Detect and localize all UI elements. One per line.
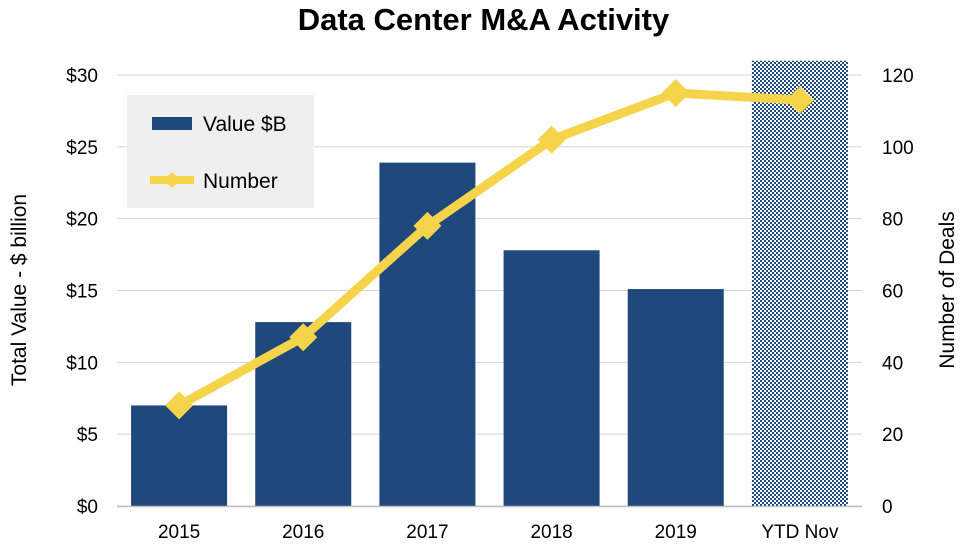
bar (751, 60, 848, 507)
y-tick-label: $10 (66, 353, 98, 374)
line-point (413, 211, 442, 240)
x-tick-label: YTD Nov (761, 522, 839, 543)
line-series (165, 78, 814, 420)
y-tick-label: $15 (66, 282, 98, 303)
y-tick-label: $30 (66, 66, 98, 87)
number-line (176, 88, 801, 410)
line-point (289, 323, 318, 352)
axes: $0 $5 $10 $15 $20 $25 $30 0 20 40 60 80 100 120 2015 20… (8, 66, 959, 543)
y2-tick-label: 20 (882, 425, 903, 446)
x-tick-label: 2016 (282, 522, 324, 543)
x-tick-label: 2019 (655, 522, 697, 543)
bar (503, 250, 600, 506)
legend-swatch-bar (152, 117, 192, 130)
y2-tick-label: 120 (882, 66, 914, 87)
y-tick-label: $5 (77, 425, 98, 446)
y-tick-label: $0 (77, 497, 98, 518)
y2-tick-label: 0 (882, 497, 893, 518)
y2-tick-label: 100 (882, 138, 914, 159)
x-tick-label: 2018 (530, 522, 572, 543)
legend: Value $B Number (127, 95, 314, 208)
legend-swatch-marker (164, 172, 180, 188)
bar (131, 405, 228, 506)
y-axis-title: Total Value - $ billion (8, 194, 31, 386)
bar-series (131, 60, 848, 507)
x-tick-label: 2017 (406, 522, 448, 543)
line-point (661, 78, 690, 107)
legend-box (127, 95, 314, 208)
y2-axis-title: Number of Deals (936, 211, 959, 369)
bar (627, 289, 724, 506)
line-point (165, 391, 194, 420)
y-tick-label: $20 (66, 210, 98, 231)
x-tick-label: 2015 (158, 522, 200, 543)
y2-tick-label: 60 (882, 282, 903, 303)
y-tick-label: $25 (66, 138, 98, 159)
line-point (785, 86, 814, 115)
chart-title: Data Center M&A Activity (297, 2, 670, 37)
line-point (537, 125, 566, 154)
y2-tick-label: 80 (882, 210, 903, 231)
legend-label: Value $B (203, 113, 287, 136)
legend-label: Number (203, 170, 278, 193)
y2-tick-label: 40 (882, 353, 903, 374)
